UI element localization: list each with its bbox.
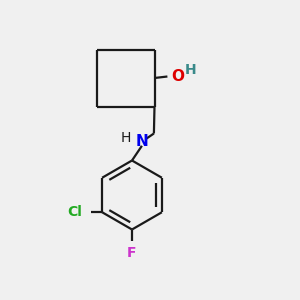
Text: O: O [171, 69, 184, 84]
Text: N: N [136, 134, 148, 148]
Text: H: H [184, 63, 196, 77]
Text: F: F [127, 246, 137, 260]
Text: H: H [120, 131, 130, 145]
Text: Cl: Cl [68, 205, 82, 219]
